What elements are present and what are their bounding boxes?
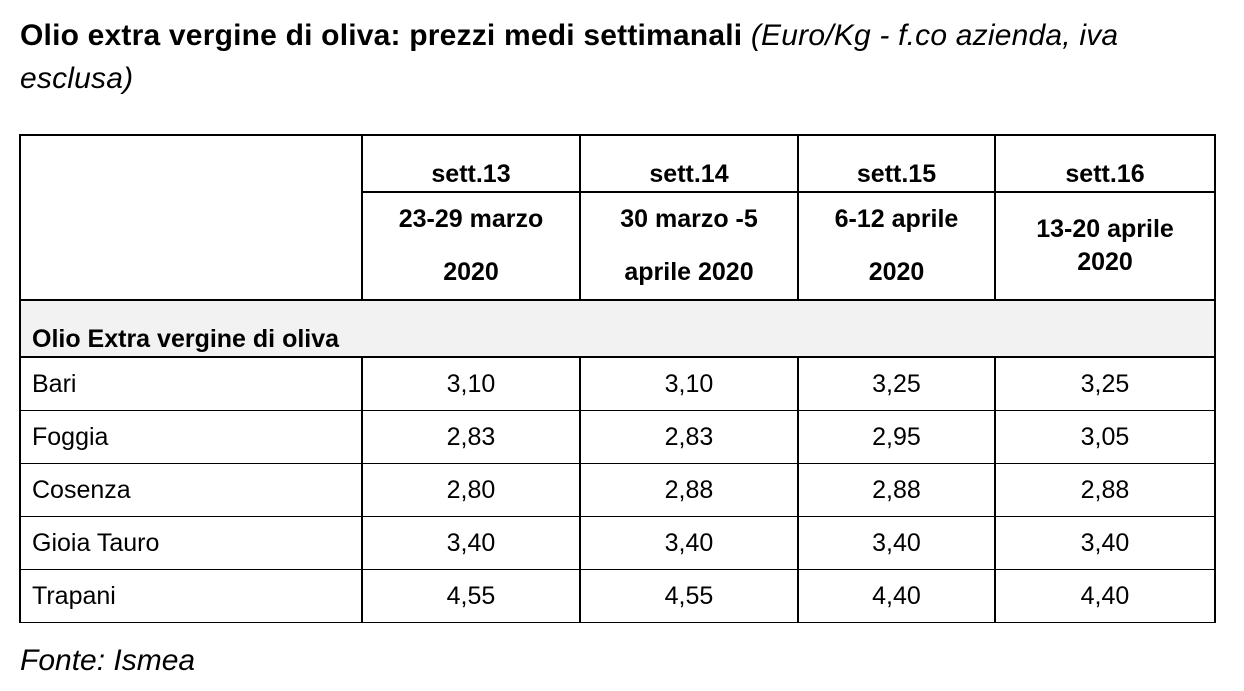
date-line-2: 2020 (443, 258, 499, 286)
date-line-1: 23-29 marzo (398, 205, 544, 233)
price-cell: 2,88 (579, 463, 799, 517)
table-row: Cosenza 2,80 2,88 2,88 2,88 (19, 463, 1216, 517)
table-row: Foggia 2,83 2,83 2,95 3,05 (19, 410, 1216, 464)
table-row: Trapani 4,55 4,55 4,40 4,40 (19, 569, 1216, 623)
price-cell: 4,40 (797, 569, 996, 623)
date-line-1: 6-12 aprile (834, 205, 959, 233)
title-main: Olio extra vergine di oliva: prezzi medi… (20, 19, 743, 52)
row-label: Foggia (19, 410, 363, 464)
row-label: Gioia Tauro (19, 516, 363, 570)
row-label: Trapani (19, 569, 363, 623)
week-header-1: sett.13 (361, 134, 581, 193)
price-cell: 2,95 (797, 410, 996, 464)
price-cell: 3,40 (994, 516, 1216, 570)
price-cell: 2,88 (797, 463, 996, 517)
week-header-row: sett.13 sett.14 sett.15 sett.16 (19, 134, 1216, 301)
title-unit-note: (Euro/Kg - f.co azienda, iva esclusa) (20, 19, 1119, 95)
price-cell: 3,25 (797, 356, 996, 411)
week-header-2: sett.14 (579, 134, 799, 193)
price-cell: 2,83 (361, 410, 581, 464)
week-header-4: sett.16 (994, 134, 1216, 193)
price-cell: 4,40 (994, 569, 1216, 623)
price-cell: 4,55 (361, 569, 581, 623)
row-label: Cosenza (19, 463, 363, 517)
week-header-3: sett.15 (797, 134, 996, 193)
date-header-row: 23-29 marzo 2020 30 marzo -5 aprile 2020 6… (20, 191, 1216, 301)
date-line-2: 2020 (868, 258, 925, 286)
date-line-1: 30 marzo -5 (620, 205, 758, 233)
price-cell: 2,80 (361, 463, 581, 517)
price-cell: 3,40 (361, 516, 581, 570)
date-header-1: 23-29 marzo 2020 (361, 191, 581, 301)
price-cell: 3,05 (994, 410, 1216, 464)
source-note: Fonte: Ismea (20, 644, 196, 677)
price-table: sett.13 sett.14 sett.15 sett.16 23-29 ma… (19, 134, 1216, 623)
document-title: Olio extra vergine di oliva: prezzi medi… (20, 14, 1220, 100)
date-line-2: aprile 2020 (624, 258, 754, 286)
row-label: Bari (19, 356, 363, 411)
price-cell: 2,88 (994, 463, 1216, 517)
header-corner-cell (19, 134, 363, 301)
price-cell: 3,25 (994, 356, 1216, 411)
date-line-2: 2020 (1077, 248, 1133, 276)
price-cell: 3,40 (797, 516, 996, 570)
price-cell: 3,10 (579, 356, 799, 411)
date-line-1: 13-20 aprile (1036, 215, 1174, 243)
price-cell: 2,83 (579, 410, 799, 464)
price-cell: 3,10 (361, 356, 581, 411)
section-label: Olio Extra vergine di oliva (19, 299, 1216, 358)
table-row: Bari 3,10 3,10 3,25 3,25 (19, 356, 1216, 411)
price-cell: 3,40 (579, 516, 799, 570)
date-header-4: 13-20 aprile 2020 (994, 191, 1216, 301)
section-row: Olio Extra vergine di oliva (19, 299, 1216, 358)
date-header-2: 30 marzo -5 aprile 2020 (579, 191, 799, 301)
table-row: Gioia Tauro 3,40 3,40 3,40 3,40 (19, 516, 1216, 570)
date-header-3: 6-12 aprile 2020 (797, 191, 996, 301)
price-cell: 4,55 (579, 569, 799, 623)
